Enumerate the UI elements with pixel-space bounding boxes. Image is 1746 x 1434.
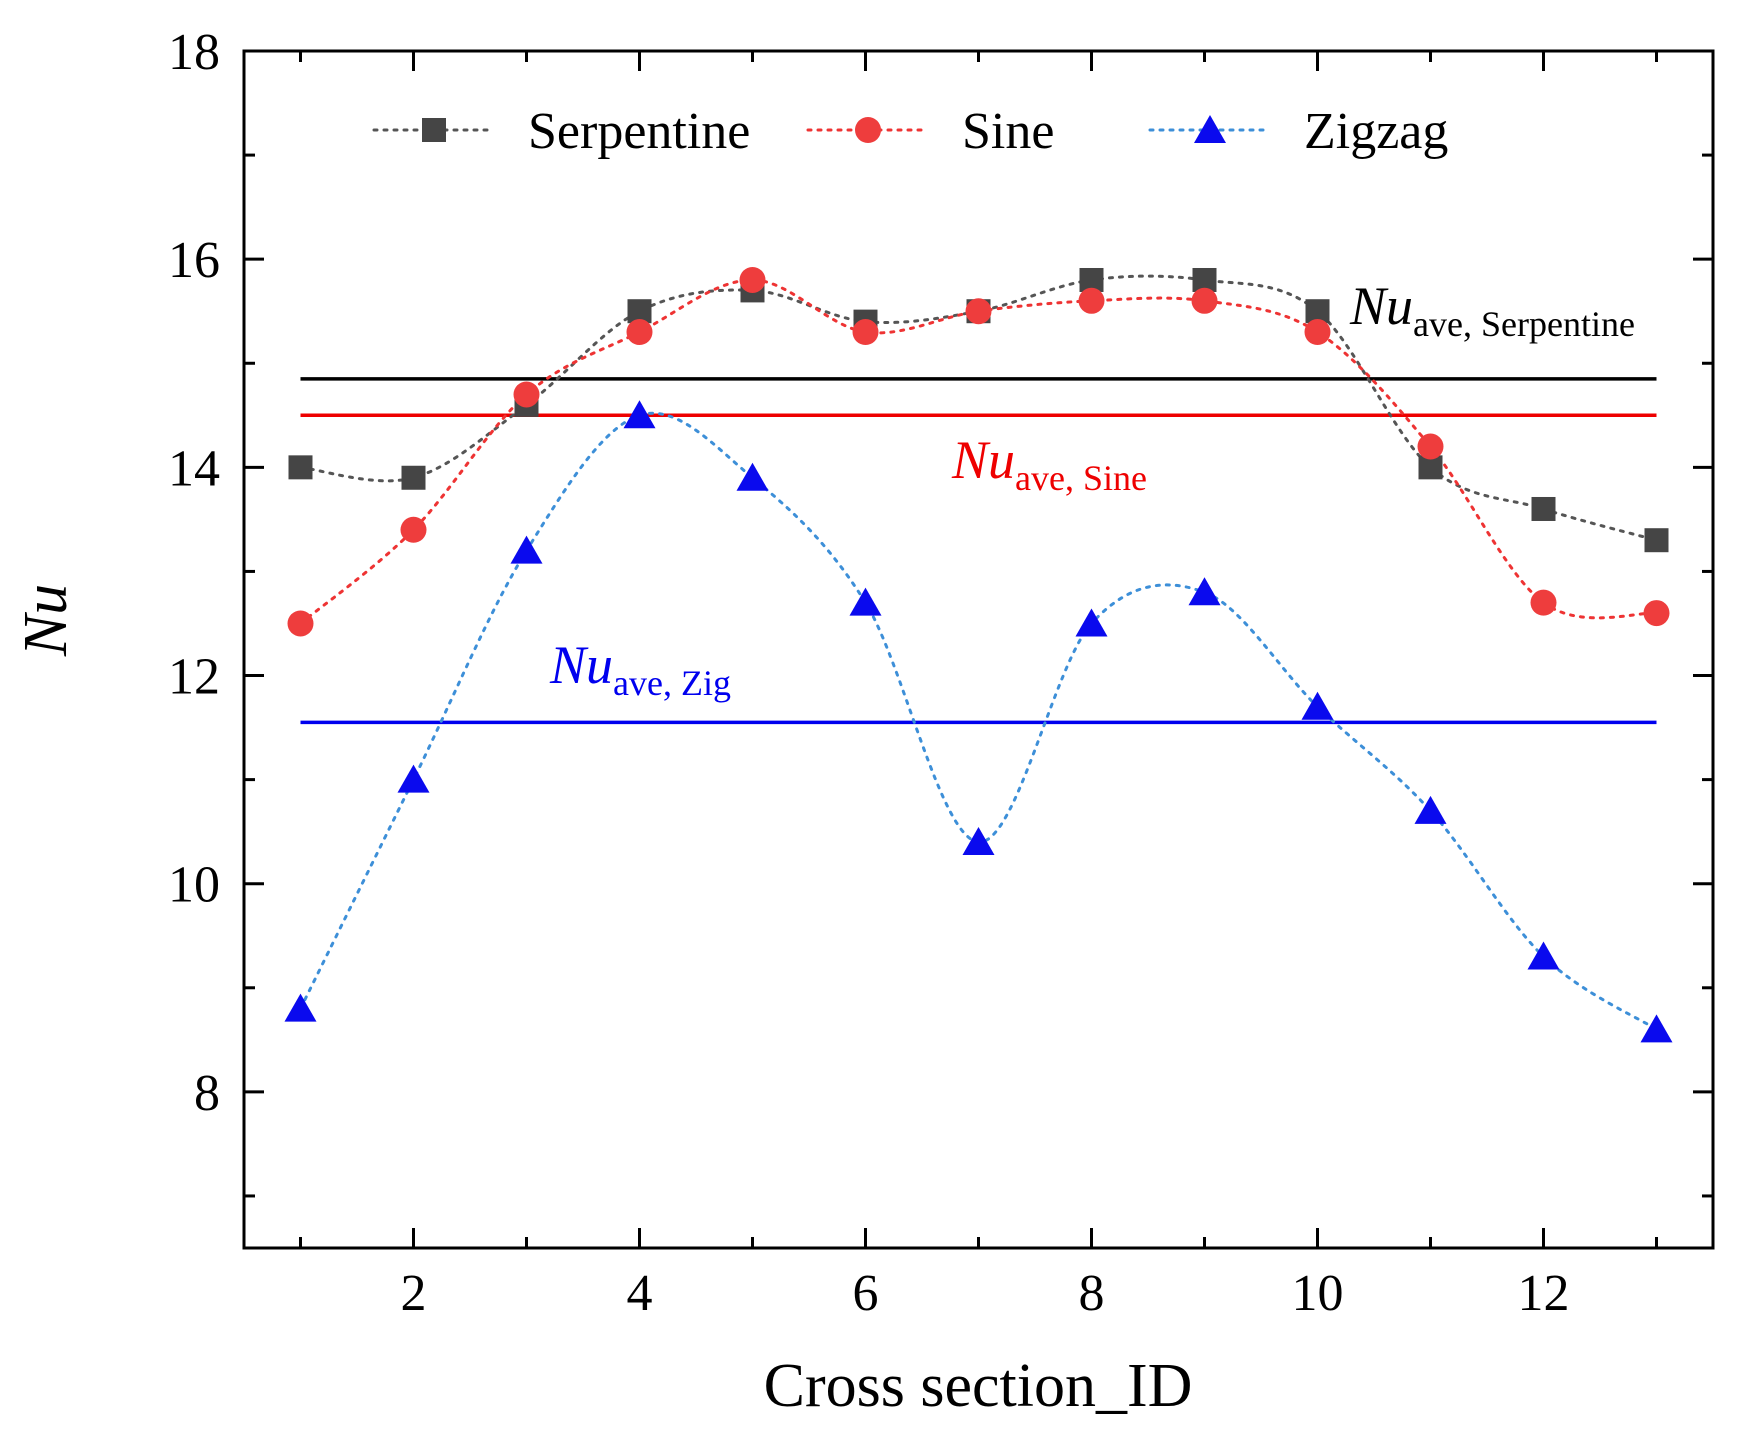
serpentine-point [1644, 528, 1669, 553]
x-tick-label: 2 [401, 1265, 427, 1322]
serpentine-point [1531, 496, 1556, 521]
x-axis-title: Cross section_ID [764, 1352, 1193, 1420]
y-tick-label: 12 [168, 649, 220, 706]
sine-point [739, 266, 766, 293]
y-tick-label: 18 [168, 24, 220, 81]
average-label: Nuave, Serpentine [1349, 276, 1635, 344]
sine-point [400, 516, 427, 543]
sine-point [287, 610, 314, 637]
legend-label: Sine [962, 103, 1054, 160]
legend-marker-zigzag [1194, 115, 1226, 143]
sine-point [1530, 589, 1557, 616]
legend-marker-serpentine [422, 118, 446, 142]
y-axis-title: Nu [12, 584, 80, 657]
average-label-sub: ave, Zig [613, 663, 731, 703]
zigzag-point [397, 764, 430, 793]
zigzag-point [1640, 1014, 1673, 1043]
y-tick-label: 8 [194, 1065, 220, 1122]
plot-frame [242, 49, 1715, 1250]
average-label-main: Nu [951, 430, 1015, 490]
zigzag-point [1301, 691, 1334, 720]
average-label-sub: ave, Sine [1015, 458, 1147, 498]
x-tick-label: 6 [853, 1265, 879, 1322]
y-tick-label: 14 [168, 440, 220, 497]
zigzag-point [1075, 608, 1108, 637]
sine-point [1304, 319, 1331, 346]
zigzag-point [510, 535, 543, 564]
average-label-main: Nu [549, 635, 613, 695]
series-line-zigzag [299, 411, 1658, 1031]
x-tick-label: 4 [627, 1265, 653, 1322]
legend-marker-sine [855, 117, 881, 143]
legend-label: Serpentine [528, 103, 750, 160]
zigzag-point [849, 587, 882, 616]
sine-point [513, 381, 540, 408]
zigzag-point [962, 827, 995, 856]
y-tick-label: 10 [168, 857, 220, 914]
zigzag-point [1188, 577, 1221, 606]
serpentine-point [288, 455, 313, 480]
sine-point [1078, 287, 1105, 314]
x-tick-label: 12 [1518, 1265, 1570, 1322]
sine-point [965, 298, 992, 325]
average-label: Nuave, Sine [951, 430, 1147, 498]
legend-label: Zigzag [1304, 103, 1448, 160]
y-tick-label: 16 [168, 232, 220, 289]
average-label-sub: ave, Serpentine [1413, 304, 1635, 344]
serpentine-point [401, 465, 426, 490]
sine-point [852, 319, 879, 346]
average-label: Nuave, Zig [549, 635, 731, 703]
axes: 8 10 12 14 16 18 2 4 6 8 10 12 [168, 24, 1713, 1322]
zigzag-point [1414, 795, 1447, 824]
sine-point [1643, 600, 1670, 627]
sine-point [1191, 287, 1218, 314]
x-tick-label: 8 [1079, 1265, 1105, 1322]
sine-point [1417, 433, 1444, 460]
zigzag-point [1527, 941, 1560, 970]
zigzag-point [284, 993, 317, 1022]
sine-point [626, 319, 653, 346]
average-label-main: Nu [1349, 276, 1413, 336]
x-tick-label: 10 [1292, 1265, 1344, 1322]
zigzag-point [736, 462, 769, 491]
legend: Serpentine Sine Zigzag [372, 103, 1448, 160]
zigzag-point [623, 400, 656, 429]
series [284, 266, 1673, 1043]
